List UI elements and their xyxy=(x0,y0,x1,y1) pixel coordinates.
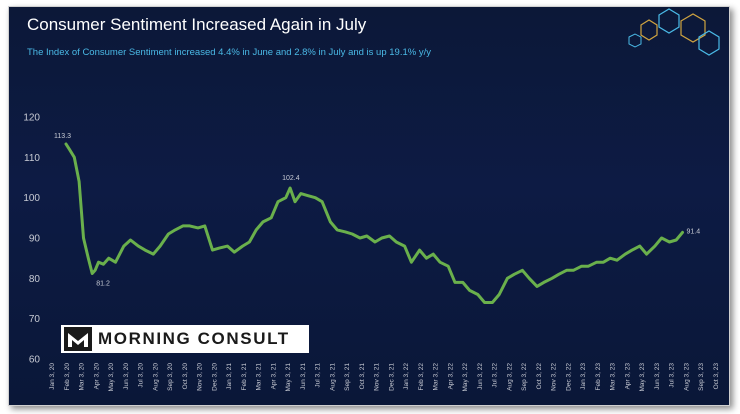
x-tick-label: Dec 3, 22 xyxy=(565,363,572,391)
x-tick-label: May 3, 23 xyxy=(639,363,646,392)
data-label: 102.4 xyxy=(282,175,300,182)
x-tick-label: Dec 3, 20 xyxy=(211,363,218,391)
hexagon-decoration xyxy=(628,8,720,56)
x-tick-label: Mar 3, 20 xyxy=(79,363,86,391)
y-tick-label: 90 xyxy=(29,234,41,245)
x-tick-label: Sep 3, 22 xyxy=(521,363,528,391)
x-tick-label: Apr 3, 20 xyxy=(93,363,100,390)
x-tick-label: Jul 3, 21 xyxy=(315,363,322,388)
x-tick-label: Apr 3, 23 xyxy=(624,363,631,390)
x-tick-label: Aug 3, 23 xyxy=(683,363,690,391)
x-tick-label: Feb 3, 20 xyxy=(64,363,71,391)
x-tick-label: Oct 3, 23 xyxy=(713,363,720,390)
data-label: 81.2 xyxy=(96,280,110,287)
x-tick-label: May 3, 21 xyxy=(285,363,292,392)
x-tick-label: Dec 3, 21 xyxy=(388,363,395,391)
x-tick-label: Nov 3, 20 xyxy=(197,363,204,391)
x-tick-label: Jun 3, 22 xyxy=(477,363,484,390)
x-tick-label: Apr 3, 22 xyxy=(447,363,454,390)
y-tick-label: 70 xyxy=(29,314,41,325)
data-label: 113.3 xyxy=(54,133,71,140)
x-tick-label: Feb 3, 23 xyxy=(595,363,602,391)
morning-consult-logo-icon xyxy=(64,327,92,351)
y-tick-label: 80 xyxy=(29,274,41,285)
x-tick-label: Jan 3, 20 xyxy=(49,363,56,390)
x-tick-label: Oct 3, 20 xyxy=(182,363,189,390)
x-tick-label: Jun 3, 20 xyxy=(123,363,130,390)
x-tick-label: Mar 3, 22 xyxy=(433,363,440,391)
chart-subtitle: The Index of Consumer Sentiment increase… xyxy=(27,47,431,58)
x-tick-label: Jun 3, 21 xyxy=(300,363,307,390)
x-tick-label: May 3, 20 xyxy=(108,363,115,392)
x-tick-label: Jul 3, 22 xyxy=(492,363,499,388)
x-tick-label: Jul 3, 20 xyxy=(138,363,145,388)
x-tick-label: Sep 3, 23 xyxy=(698,363,705,391)
x-tick-label: Sep 3, 21 xyxy=(344,363,351,391)
y-tick-label: 100 xyxy=(23,193,40,204)
x-tick-label: Aug 3, 22 xyxy=(506,363,513,391)
x-tick-label: Jun 3, 23 xyxy=(654,363,661,390)
x-tick-label: Jan 3, 22 xyxy=(403,363,410,390)
chart-panel: Consumer Sentiment Increased Again in Ju… xyxy=(8,6,730,406)
x-tick-label: Aug 3, 21 xyxy=(329,363,336,391)
y-tick-label: 120 xyxy=(23,113,40,124)
x-tick-label: Apr 3, 21 xyxy=(270,363,277,390)
x-tick-label: Jan 3, 21 xyxy=(226,363,233,390)
x-tick-label: Jan 3, 23 xyxy=(580,363,587,390)
chart-title: Consumer Sentiment Increased Again in Ju… xyxy=(27,15,367,34)
brand-logo: MORNING CONSULT xyxy=(61,325,309,353)
x-tick-label: Feb 3, 21 xyxy=(241,363,248,391)
series-line xyxy=(64,142,684,304)
x-tick-label: Mar 3, 21 xyxy=(256,363,263,391)
x-tick-label: May 3, 22 xyxy=(462,363,469,392)
x-tick-label: Feb 3, 22 xyxy=(418,363,425,391)
x-tick-label: Jul 3, 23 xyxy=(669,363,676,388)
x-tick-label: Oct 3, 21 xyxy=(359,363,366,390)
line-chart: 60 70 80 90 100 110 120 Jan 3, 20 Feb 3, 20 Mar 3… xyxy=(23,113,720,392)
x-tick-label: Oct 3, 22 xyxy=(536,363,543,390)
y-tick-label: 60 xyxy=(29,355,41,366)
x-tick-label: Nov 3, 22 xyxy=(551,363,558,391)
x-tick-label: Nov 3, 21 xyxy=(374,363,381,391)
x-tick-label: Mar 3, 23 xyxy=(610,363,617,391)
x-tick-label: Aug 3, 20 xyxy=(152,363,159,391)
x-tick-label: Sep 3, 20 xyxy=(167,363,174,391)
data-label: 91.4 xyxy=(687,228,701,235)
brand-logo-text: MORNING CONSULT xyxy=(98,329,290,348)
y-tick-label: 110 xyxy=(24,153,40,164)
